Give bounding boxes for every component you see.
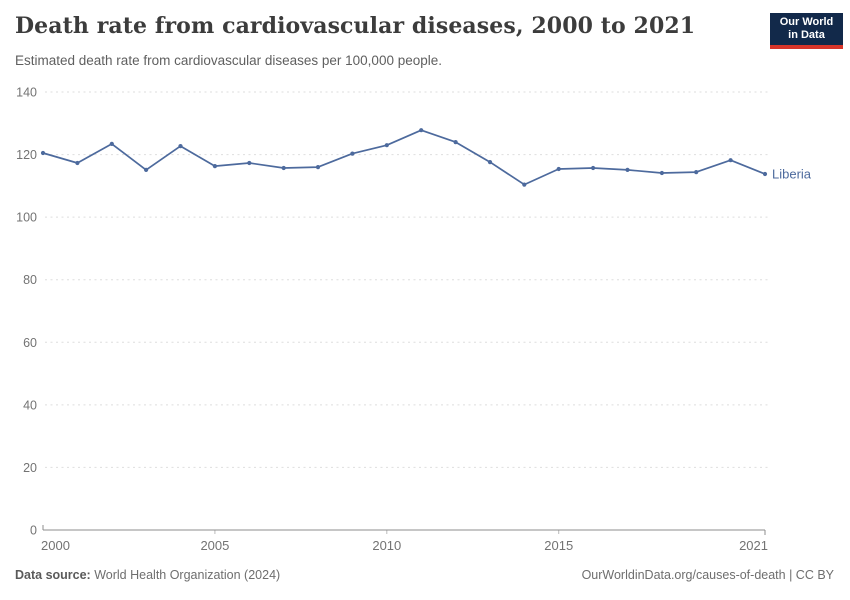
data-point: [40, 150, 46, 156]
data-series-line: [42, 129, 766, 186]
data-point: [694, 170, 699, 175]
data-point: [487, 160, 493, 165]
x-axis-label: 2010: [372, 538, 401, 553]
data-source-label: Data source:: [15, 568, 91, 582]
data-source: Data source: World Health Organization (…: [15, 568, 280, 582]
data-point: [75, 160, 80, 166]
data-point: [144, 167, 149, 172]
x-axis-label: 2000: [41, 538, 70, 553]
data-point: [109, 141, 114, 146]
data-point: [659, 170, 665, 176]
data-point: [419, 128, 424, 133]
owid-logo-line2: in Data: [788, 29, 825, 41]
data-point: [247, 160, 252, 166]
owid-logo-line1: Our World: [779, 16, 834, 28]
x-axis-label: 2021: [739, 538, 768, 553]
y-axis-label: 20: [23, 461, 37, 475]
data-point: [522, 182, 527, 187]
data-point: [350, 151, 355, 156]
page-title: Death rate from cardiovascular diseases,…: [15, 13, 696, 39]
data-point: [728, 158, 733, 163]
data-point: [384, 143, 389, 148]
data-point: [625, 167, 630, 172]
data-point: [315, 165, 321, 170]
data-point: [762, 171, 768, 177]
chart-subtitle: Estimated death rate from cardiovascular…: [15, 53, 442, 68]
data-source-value: World Health Organization (2024): [94, 568, 281, 582]
data-point: [556, 166, 561, 172]
data-point: [591, 165, 596, 171]
y-axis-label: 100: [16, 211, 37, 225]
footer-link[interactable]: OurWorldinData.org/causes-of-death | CC …: [581, 568, 834, 582]
y-axis-label: 60: [23, 336, 37, 350]
data-point: [212, 164, 217, 169]
y-axis-label: 40: [23, 398, 37, 412]
x-axis-label: 2005: [200, 538, 229, 553]
y-axis-label: 120: [16, 148, 37, 162]
data-point: [453, 140, 458, 145]
data-point: [178, 144, 183, 149]
y-axis-label: 140: [16, 86, 37, 100]
y-axis-label: 0: [30, 524, 37, 538]
data-point: [281, 165, 286, 171]
series-end-label[interactable]: Liberia: [772, 166, 812, 181]
x-axis-label: 2015: [544, 538, 573, 553]
y-axis-label: 80: [23, 273, 37, 287]
owid-logo[interactable]: Our World in Data: [770, 13, 843, 49]
